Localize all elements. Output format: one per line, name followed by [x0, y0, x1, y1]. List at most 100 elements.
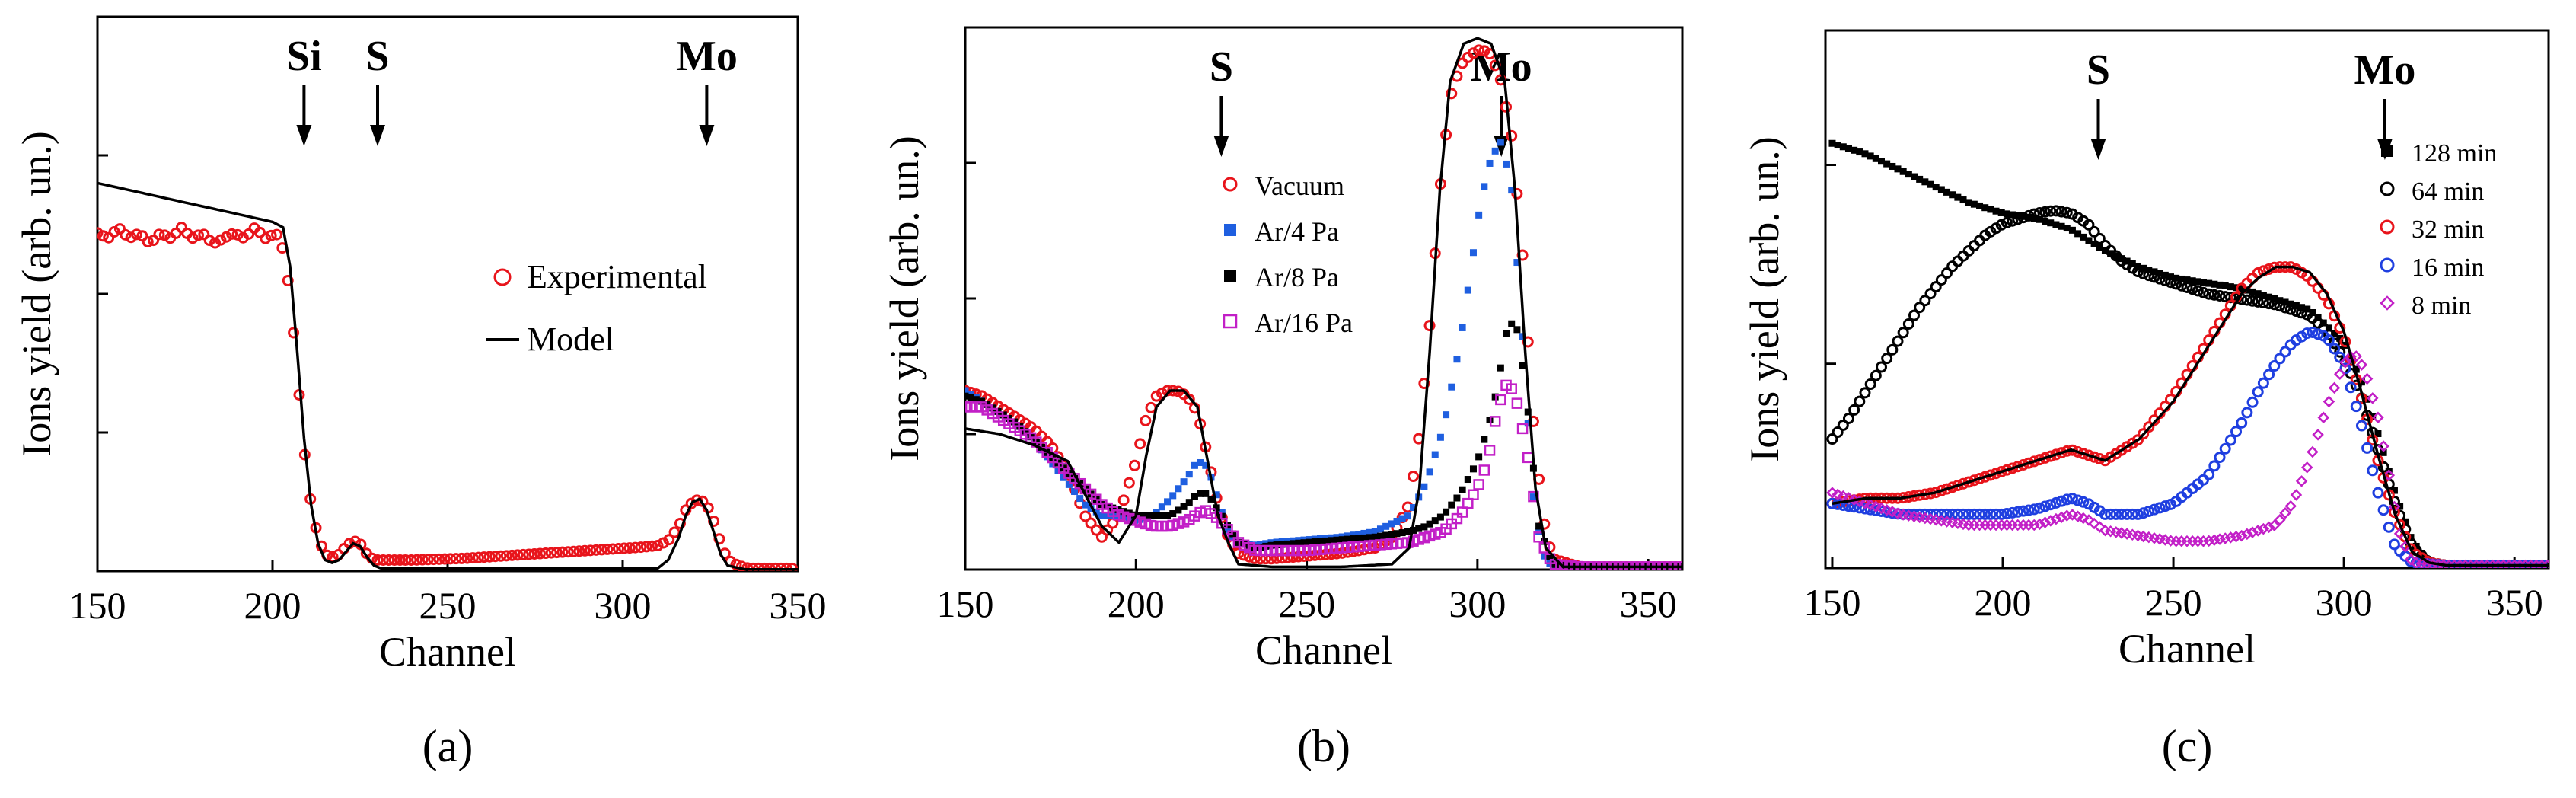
data-point	[1388, 520, 1395, 528]
data-point	[2148, 414, 2160, 426]
data-point	[148, 235, 160, 247]
data-point	[2312, 328, 2324, 340]
data-point	[2055, 206, 2067, 218]
data-point	[2312, 429, 2324, 441]
data-point	[2290, 489, 2303, 501]
data-point	[394, 554, 406, 566]
data-point	[1985, 469, 1997, 481]
data-point	[2388, 538, 2400, 551]
data-point	[1524, 408, 1532, 416]
data-point	[2154, 502, 2166, 514]
data-point	[2274, 353, 2286, 365]
data-point	[1079, 510, 1092, 522]
data-point	[1426, 520, 1433, 528]
data-point	[1169, 492, 1177, 500]
legend-label: 16 min	[2412, 254, 2484, 282]
data-point	[1180, 478, 1188, 486]
data-point	[2221, 282, 2229, 289]
data-point	[405, 554, 417, 566]
data-point	[2033, 206, 2045, 219]
data-point	[2093, 232, 2106, 244]
x-tick-label: 350	[770, 584, 827, 627]
data-point	[2274, 300, 2286, 312]
data-point	[2012, 506, 2024, 518]
data-point	[2189, 277, 2196, 285]
data-point	[428, 554, 440, 566]
data-point	[2036, 215, 2043, 223]
data-point	[1943, 188, 1951, 196]
data-point	[97, 230, 109, 242]
data-point	[1870, 369, 1882, 381]
data-point	[1150, 390, 1162, 402]
data-point	[2339, 356, 2351, 369]
data-point	[2055, 495, 2067, 507]
data-point	[2138, 428, 2150, 440]
data-point	[411, 554, 423, 566]
peak-arrow-head	[1213, 136, 1229, 157]
data-point	[590, 544, 602, 556]
series-experimental	[97, 222, 798, 571]
data-point	[2088, 225, 2100, 238]
data-point	[2045, 205, 2057, 217]
data-point	[2279, 302, 2291, 314]
data-point	[209, 237, 222, 249]
data-point	[2050, 448, 2062, 461]
data-point	[1916, 175, 1924, 183]
data-point	[534, 547, 546, 560]
data-point	[220, 231, 232, 243]
data-point	[2173, 274, 2180, 282]
data-point	[1997, 209, 2005, 216]
data-point	[1856, 148, 1863, 156]
data-point	[2083, 514, 2095, 526]
x-tick-label: 250	[419, 584, 477, 627]
data-point	[2050, 512, 2062, 525]
data-point	[1935, 274, 1947, 286]
data-point	[483, 551, 496, 563]
series-line	[97, 181, 798, 571]
data-point	[1924, 288, 1937, 300]
data-point	[1202, 461, 1210, 469]
data-point	[1344, 535, 1351, 543]
data-point	[1883, 160, 1891, 168]
data-point	[2001, 216, 2013, 228]
data-point	[215, 234, 227, 246]
x-tick-label: 300	[595, 584, 652, 627]
data-point	[674, 517, 686, 529]
data-point	[175, 222, 187, 234]
data-point	[1185, 499, 1193, 506]
data-point	[1927, 180, 1934, 188]
data-point	[1423, 320, 1436, 332]
data-point	[2214, 452, 2226, 464]
data-point	[2219, 532, 2231, 544]
data-point	[1443, 508, 1450, 516]
data-point	[1937, 186, 1945, 193]
data-point	[556, 546, 569, 558]
data-point	[1469, 465, 1477, 473]
data-point	[2350, 401, 2362, 413]
data-point	[2143, 270, 2155, 282]
data-point	[2329, 343, 2341, 355]
data-point	[2216, 281, 2224, 289]
data-point	[2085, 237, 2093, 244]
data-point	[1872, 155, 1879, 162]
data-point	[1914, 302, 1926, 314]
data-point	[125, 231, 137, 244]
data-point	[2224, 531, 2237, 544]
data-point	[1921, 178, 1929, 186]
data-point	[2039, 206, 2052, 218]
data-point	[607, 543, 619, 555]
data-point	[1076, 495, 1084, 503]
data-point	[1870, 504, 1882, 516]
data-point	[2061, 493, 2073, 506]
data-point	[1202, 490, 1210, 497]
data-point	[433, 553, 445, 565]
data-point	[1371, 528, 1379, 535]
data-point	[2077, 496, 2090, 508]
data-point	[2252, 295, 2264, 308]
data-point	[579, 544, 591, 557]
data-point	[1954, 193, 1962, 201]
data-point	[2317, 411, 2330, 424]
data-point	[1486, 159, 1494, 167]
peak-label-s: S	[365, 33, 389, 80]
data-point	[1333, 536, 1341, 544]
